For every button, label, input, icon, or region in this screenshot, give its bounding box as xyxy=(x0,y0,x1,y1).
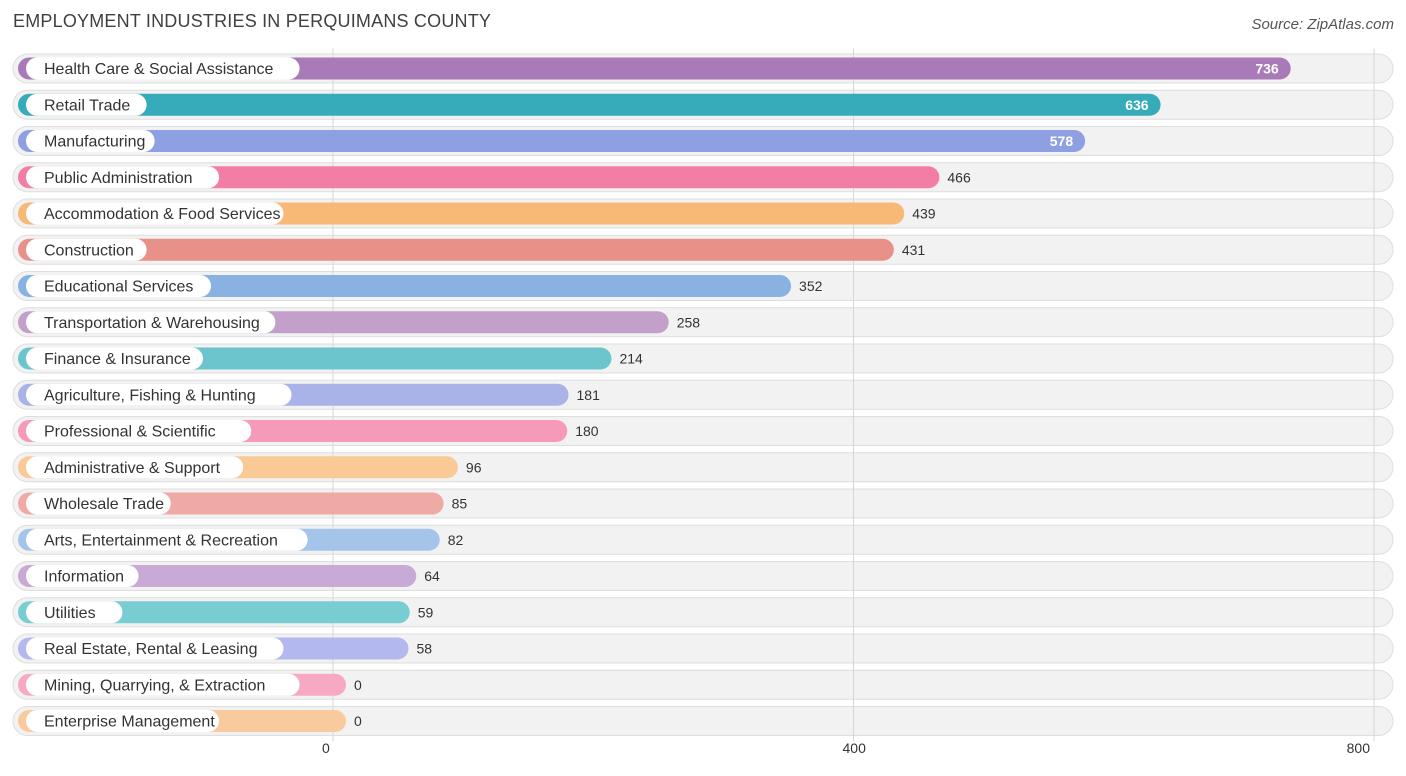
value-label: 59 xyxy=(418,604,434,620)
category-label: Health Care & Social Assistance xyxy=(44,61,274,78)
category-label-pill xyxy=(26,238,147,261)
category-label-pill xyxy=(26,528,308,551)
value-label: 466 xyxy=(947,169,971,185)
value-label: 0 xyxy=(354,677,362,693)
category-label-pill xyxy=(26,565,139,587)
category-label-pill xyxy=(26,456,244,479)
bar-group: Utilities 59 xyxy=(18,601,434,624)
value-label: 439 xyxy=(912,206,936,222)
value-label: 58 xyxy=(416,641,432,657)
value-label: 578 xyxy=(1050,133,1074,149)
bar-group: Agriculture, Fishing & Hunting 181 xyxy=(18,383,601,406)
category-label: Educational Services xyxy=(44,279,193,296)
value-label: 82 xyxy=(448,532,464,548)
category-label-pill xyxy=(26,93,147,116)
category-label-pill xyxy=(26,637,284,660)
bar-group: Construction 431 xyxy=(18,238,926,261)
category-label: Enterprise Management xyxy=(44,714,215,731)
chart-title: EMPLOYMENT INDUSTRIES IN PERQUIMANS COUN… xyxy=(13,11,492,31)
bar-group: Professional & Scientific 180 xyxy=(18,420,599,442)
value-label: 96 xyxy=(466,459,482,475)
category-label: Finance & Insurance xyxy=(44,351,191,368)
tick-label: 0 xyxy=(322,740,330,756)
value-label: 64 xyxy=(424,568,440,584)
bar-group: Retail Trade 636 xyxy=(18,93,1161,116)
bar-group: Enterprise Management 0 xyxy=(18,710,362,732)
category-label-pill xyxy=(26,166,220,189)
bar xyxy=(18,57,1291,80)
value-label: 214 xyxy=(619,351,643,367)
bar-group: Information 64 xyxy=(18,565,440,587)
category-label-pill xyxy=(26,311,276,334)
value-label: 736 xyxy=(1255,61,1279,77)
category-label-pill xyxy=(26,710,220,732)
bar-group: Finance & Insurance 214 xyxy=(18,347,643,370)
bars: Health Care & Social Assistance 736 Retail… xyxy=(18,57,1291,732)
bar-group: Health Care & Social Assistance 736 xyxy=(18,57,1291,80)
value-label: 258 xyxy=(677,314,701,330)
category-label: Information xyxy=(44,569,124,586)
category-label: Real Estate, Rental & Leasing xyxy=(44,641,257,658)
category-label: Retail Trade xyxy=(44,97,130,114)
bar-group: Mining, Quarrying, & Extraction 0 xyxy=(18,673,362,696)
chart-source: Source: ZipAtlas.com xyxy=(1251,16,1394,33)
category-label-pill xyxy=(26,383,292,406)
bar-group: Wholesale Trade 85 xyxy=(18,492,468,515)
tick-label: 800 xyxy=(1347,740,1371,756)
category-label: Arts, Entertainment & Recreation xyxy=(44,532,278,549)
category-label: Administrative & Support xyxy=(44,460,221,477)
category-label: Utilities xyxy=(44,605,96,622)
bar xyxy=(18,166,940,189)
value-label: 0 xyxy=(354,713,362,729)
category-label: Public Administration xyxy=(44,170,193,187)
bar-group: Accommodation & Food Services 439 xyxy=(18,202,936,225)
tick-label: 400 xyxy=(843,740,867,756)
value-label: 181 xyxy=(577,387,601,403)
bar xyxy=(18,130,1086,152)
category-label: Wholesale Trade xyxy=(44,496,164,513)
bar-group: Public Administration 466 xyxy=(18,166,971,189)
category-label: Mining, Quarrying, & Extraction xyxy=(44,677,265,694)
category-label: Transportation & Warehousing xyxy=(44,315,260,332)
category-label-pill xyxy=(26,601,123,624)
value-label: 352 xyxy=(799,278,823,294)
category-label-pill xyxy=(26,492,171,515)
category-label: Construction xyxy=(44,242,134,259)
category-label-pill xyxy=(26,347,203,370)
bar xyxy=(18,275,792,297)
bar-group: Educational Services 352 xyxy=(18,275,823,297)
value-label: 180 xyxy=(575,423,599,439)
category-label: Accommodation & Food Services xyxy=(44,206,281,223)
row-background xyxy=(12,669,1394,700)
value-label: 636 xyxy=(1125,97,1149,113)
category-label-pill xyxy=(26,57,300,80)
bar-group: Manufacturing 578 xyxy=(18,130,1086,152)
category-label-pill xyxy=(26,130,155,152)
category-label: Agriculture, Fishing & Hunting xyxy=(44,387,256,404)
bar-group: Arts, Entertainment & Recreation 82 xyxy=(18,528,464,551)
category-label-pill xyxy=(26,275,211,297)
row-background xyxy=(12,706,1394,736)
category-label: Professional & Scientific xyxy=(44,424,216,441)
x-axis-ticks: 0 400 800 xyxy=(322,740,1370,756)
bar-group: Real Estate, Rental & Leasing 58 xyxy=(18,637,432,660)
bar xyxy=(18,93,1161,116)
category-label-pill xyxy=(26,420,252,442)
bar-group: Administrative & Support 96 xyxy=(18,456,482,479)
category-label: Manufacturing xyxy=(44,134,145,151)
value-label: 85 xyxy=(452,496,468,512)
bar xyxy=(18,238,894,261)
category-label-pill xyxy=(26,673,300,696)
value-label: 431 xyxy=(902,242,926,258)
bar-group: Transportation & Warehousing 258 xyxy=(18,311,701,334)
category-label-pill xyxy=(26,202,284,225)
